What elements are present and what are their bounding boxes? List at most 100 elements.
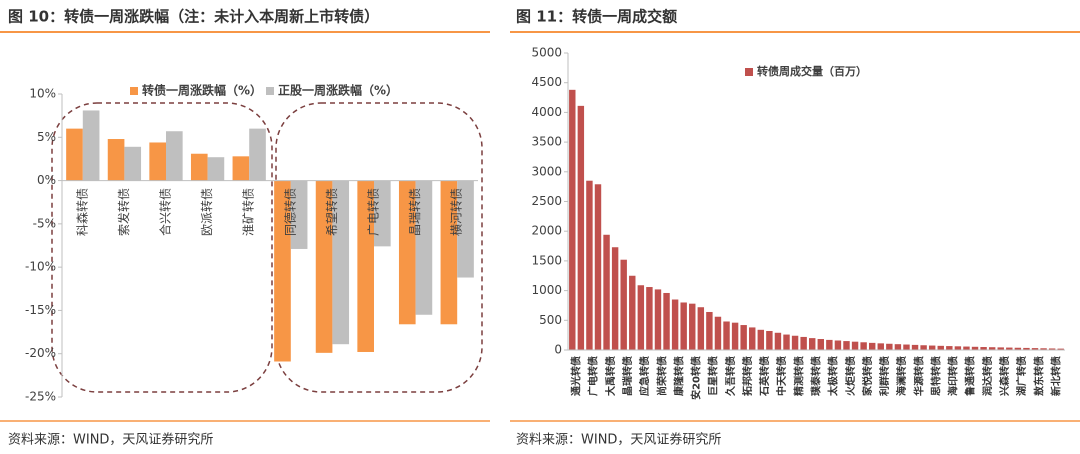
x-tick-label: 广电转债	[587, 356, 600, 396]
y-tick-label: 0	[554, 343, 562, 357]
bar	[415, 180, 433, 315]
bar	[697, 307, 705, 350]
bar	[1023, 347, 1030, 350]
bar	[886, 343, 893, 350]
x-tick-label: 科森转债	[74, 188, 89, 236]
bar	[107, 139, 125, 181]
x-tick-label: 鲁通转债	[964, 356, 977, 397]
bar	[774, 332, 782, 350]
bar	[274, 180, 291, 362]
x-tick-label: 家悦转债	[861, 356, 874, 396]
bar	[1057, 348, 1064, 350]
y-tick-label: 1000	[531, 283, 562, 297]
y-tick-label: 500	[539, 313, 562, 327]
legend-swatch	[745, 68, 753, 76]
highlight-ellipse	[51, 102, 273, 393]
x-tick-label: 利群转债	[878, 356, 891, 396]
y-tick-label: -10%	[25, 260, 56, 274]
bar	[1040, 348, 1047, 350]
legend-swatch	[130, 87, 138, 95]
bar	[826, 339, 833, 350]
x-tick-label: 海澜转债	[895, 356, 908, 396]
bar	[706, 311, 713, 350]
y-tick-label: -20%	[25, 346, 56, 360]
bar	[911, 344, 919, 350]
legend-label: 转债一周涨跌幅（%）	[142, 83, 262, 98]
bar	[671, 299, 679, 350]
bar	[603, 234, 610, 350]
x-tick-label: 太极转债	[827, 356, 840, 397]
x-tick-label: 横河转债	[449, 188, 464, 236]
bar	[894, 344, 902, 350]
source-note: 资料来源：WIND，天风证券研究所	[8, 432, 213, 448]
bar	[232, 156, 250, 181]
bar	[680, 302, 687, 350]
x-tick-label: 海印转债	[947, 356, 960, 396]
bar	[290, 180, 308, 249]
bar	[937, 345, 944, 350]
bar	[663, 292, 670, 350]
bar	[971, 346, 979, 350]
x-tick-label: 久吾转债	[724, 356, 737, 397]
bar	[124, 146, 142, 181]
x-tick-label: 广电转债	[366, 188, 381, 236]
x-tick-label: 巨星转债	[707, 356, 720, 396]
bar	[249, 128, 266, 181]
x-tick-label: 兴森转债	[998, 356, 1011, 396]
x-tick-label: 同德转债	[282, 188, 297, 236]
bar	[457, 180, 474, 278]
bar	[207, 157, 225, 181]
x-tick-label: 晶瑞转债	[407, 188, 422, 236]
bar	[783, 334, 790, 350]
bar	[637, 285, 645, 350]
legend-label: 正股一周涨跌幅（%）	[278, 83, 398, 98]
y-tick-label: 0%	[37, 173, 56, 187]
bar	[800, 336, 807, 350]
x-tick-label: 合兴转债	[158, 188, 173, 236]
bar	[1048, 348, 1056, 350]
x-tick-label: 新北转债	[1049, 356, 1062, 396]
x-tick-label: 石英转债	[758, 356, 771, 397]
y-tick-label: -25%	[25, 390, 56, 404]
x-tick-label: 应急转债	[638, 356, 651, 396]
bar	[809, 338, 816, 350]
x-tick-label: 中天转债	[775, 356, 788, 396]
chart-title: 图 10：转债一周涨跌幅（注：未计入本周新上市转债）	[8, 8, 379, 26]
bar	[646, 287, 653, 350]
x-tick-label: 淮矿转债	[241, 188, 256, 236]
bar	[928, 345, 936, 350]
bar	[398, 180, 416, 325]
bar	[860, 342, 867, 350]
bar	[997, 347, 1004, 350]
x-tick-label: 安20转债	[690, 356, 703, 400]
x-tick-label: 拓邦转债	[741, 356, 754, 396]
bar	[843, 341, 850, 350]
bar	[903, 344, 910, 350]
bar	[1006, 347, 1013, 350]
bar	[654, 289, 662, 350]
bar	[757, 329, 765, 350]
x-tick-label: 思特转债	[929, 356, 942, 396]
y-tick-label: 10%	[29, 87, 56, 101]
chart-title: 图 11：转债一周成交额	[516, 8, 677, 26]
x-tick-label: 尚荣转债	[655, 356, 668, 396]
x-tick-label: 康隆转债	[672, 356, 685, 396]
x-tick-label: 璞泰转债	[810, 356, 823, 396]
bar	[149, 142, 166, 181]
bar	[374, 180, 391, 247]
bar	[963, 346, 970, 350]
bar	[440, 180, 458, 325]
bar	[988, 347, 996, 350]
y-tick-label: -5%	[33, 216, 56, 230]
y-tick-label: 5%	[37, 130, 56, 144]
y-tick-label: 4500	[531, 75, 562, 89]
y-tick-label: 1500	[531, 253, 562, 267]
bar	[954, 346, 962, 350]
bar	[740, 325, 747, 350]
bar	[166, 131, 183, 181]
x-tick-label: 欧派转债	[199, 188, 214, 236]
y-tick-label: 2000	[531, 224, 562, 238]
x-tick-label: 敖东转债	[1032, 356, 1045, 396]
